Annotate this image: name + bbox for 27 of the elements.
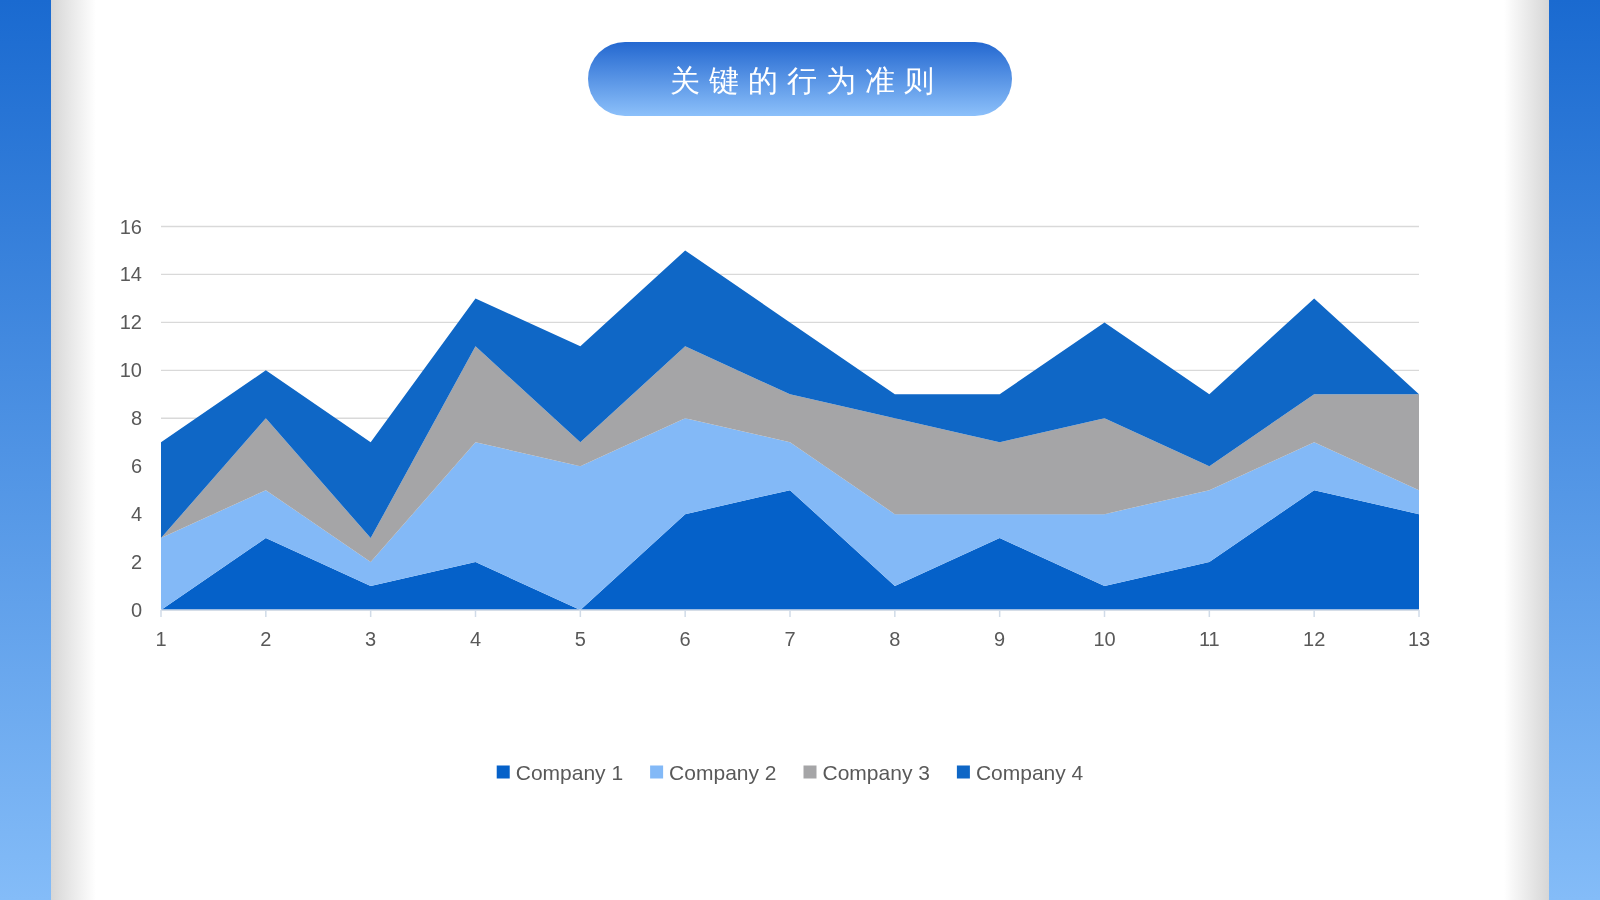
x-tick-label: 13 [1407, 628, 1431, 650]
x-tick-label: 12 [1303, 628, 1326, 650]
y-tick-label: 16 [119, 215, 142, 238]
legend-label: Company 1 [515, 760, 624, 784]
y-tick-label: 6 [130, 455, 142, 478]
x-tick-label: 9 [994, 628, 1006, 650]
y-tick-label: 2 [130, 551, 142, 574]
x-tick-label: 6 [679, 628, 691, 650]
legend-label: Company 2 [669, 760, 777, 784]
x-tick-label: 7 [784, 628, 796, 650]
x-tick-label: 11 [1198, 628, 1220, 650]
x-tick-label: 10 [1093, 628, 1116, 650]
legend-label: Company 3 [822, 760, 930, 784]
x-tick-label: 2 [260, 628, 272, 650]
y-tick-label: 10 [119, 359, 142, 382]
title: 关键的行为准则 [669, 64, 943, 97]
x-tick-label: 3 [365, 628, 377, 650]
y-tick-label: 12 [119, 311, 142, 334]
legend-label: Company 4 [975, 760, 1084, 784]
y-tick-label: 8 [130, 407, 142, 430]
y-tick-label: 4 [130, 503, 142, 526]
x-tick-label: 1 [155, 628, 167, 650]
x-tick-label: 4 [469, 628, 482, 650]
y-tick-label: 0 [130, 599, 142, 621]
y-tick-label: 14 [119, 263, 142, 286]
x-tick-label: 8 [889, 628, 901, 650]
x-tick-label: 5 [574, 628, 586, 650]
